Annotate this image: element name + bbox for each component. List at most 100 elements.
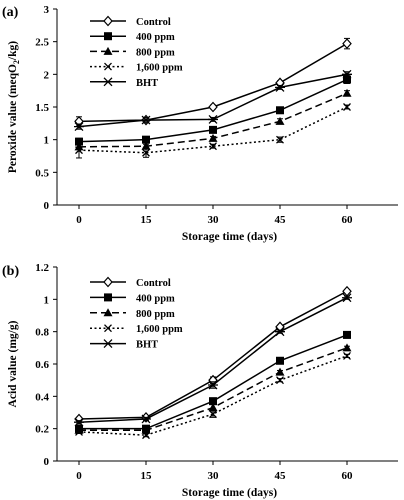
y-tick-label: 0 <box>44 200 50 212</box>
y-tick-label: 3 <box>44 4 50 16</box>
data-point <box>75 427 83 436</box>
y-axis-title-main: Peroxide value (meqO <box>7 64 19 173</box>
x-tick-label: 60 <box>342 214 354 226</box>
data-point <box>276 135 284 144</box>
legend-label: Control <box>136 278 171 289</box>
legend-label: 800 ppm <box>136 47 175 58</box>
data-point <box>275 116 285 125</box>
data-point <box>276 376 284 385</box>
data-point <box>343 351 351 360</box>
data-point <box>343 75 351 84</box>
y-axis-title: Acid value (mg/g) <box>7 320 19 407</box>
series-400-ppm <box>75 75 351 146</box>
legend-marker <box>103 308 113 317</box>
panel-label: (b) <box>2 264 19 279</box>
y-tick-label: 0.5 <box>35 167 49 179</box>
data-point <box>343 330 351 339</box>
data-point <box>209 142 217 151</box>
data-point <box>208 133 218 142</box>
y-axis-title-main: Acid value (mg/g) <box>7 320 19 407</box>
data-point <box>342 293 352 303</box>
y-tick-label: 1.2 <box>35 262 49 274</box>
y-tick-label: 0.6 <box>35 359 49 371</box>
x-axis-title: Storage time (days) <box>182 231 277 243</box>
data-point <box>142 431 150 440</box>
x-axis-title: Storage time (days) <box>182 487 277 499</box>
legend-label: 400 ppm <box>136 32 175 43</box>
data-point <box>208 101 218 113</box>
data-point <box>343 103 351 111</box>
x-tick-label: 0 <box>76 470 82 482</box>
data-point <box>209 125 217 134</box>
y-tick-label: 2.5 <box>35 37 49 49</box>
x-tick-label: 30 <box>208 470 220 482</box>
data-point <box>342 38 352 50</box>
y-tick-label: 1 <box>44 294 50 306</box>
data-point <box>142 148 150 157</box>
series-800-ppm <box>74 88 352 151</box>
panel-label: (a) <box>2 5 19 20</box>
legend-label: 800 ppm <box>136 309 175 320</box>
data-point <box>208 403 218 412</box>
y-tick-label: 0.4 <box>35 391 49 403</box>
x-tick-label: 0 <box>76 214 82 226</box>
data-point <box>275 367 285 376</box>
legend-label: BHT <box>136 78 158 89</box>
legend-marker <box>103 339 113 349</box>
chart-panel-b: (b) 0 0.2 0.4 0.6 0.8 1 1.2 0 15 30 45 60 Storage tim… <box>2 262 398 499</box>
legend-marker <box>103 77 113 87</box>
series-line <box>78 355 348 436</box>
legend-marker <box>104 293 112 302</box>
data-point <box>276 356 284 365</box>
data-point <box>75 146 83 155</box>
y-tick-label: 0.8 <box>35 327 49 339</box>
legend-marker <box>103 15 113 27</box>
x-tick-label: 30 <box>208 214 220 226</box>
data-point <box>141 414 151 424</box>
data-point <box>275 82 285 92</box>
series-line <box>78 106 348 154</box>
legend: Control 400 ppm 800 ppm 1,600 ppm BHT <box>90 15 183 89</box>
data-point <box>342 69 352 79</box>
y-tick-label: 0 <box>44 456 50 468</box>
data-point <box>275 327 285 337</box>
series-bht <box>74 293 352 427</box>
legend-marker <box>103 276 113 288</box>
data-point <box>208 380 218 390</box>
legend-marker <box>104 32 112 41</box>
data-point <box>74 417 84 427</box>
y-tick-label: 0.2 <box>35 424 49 436</box>
y-tick-label: 1 <box>44 135 50 147</box>
legend-label: 1,600 ppm <box>136 63 183 74</box>
data-point <box>209 397 217 406</box>
legend-label: 1,600 ppm <box>136 324 183 335</box>
y-axis-title: Peroxide value (meqO2/kg) <box>7 41 21 173</box>
x-tick-label: 60 <box>342 470 354 482</box>
data-point <box>74 122 84 132</box>
x-tick-label: 45 <box>275 214 287 226</box>
data-point <box>208 114 218 124</box>
legend-label: Control <box>136 17 171 28</box>
data-point <box>141 115 151 125</box>
series-bht <box>74 69 352 132</box>
y-tick-label: 2 <box>44 69 50 81</box>
data-point <box>342 343 352 352</box>
x-tick-label: 15 <box>141 214 153 226</box>
data-point <box>141 425 151 434</box>
x-tick-label: 15 <box>141 470 153 482</box>
legend-label: BHT <box>136 340 158 351</box>
x-tick-label: 45 <box>275 470 287 482</box>
series-1-600-ppm <box>75 103 351 159</box>
y-tick-label: 1.5 <box>35 102 49 114</box>
y-axis-title-subscript: 2 <box>12 60 21 64</box>
data-point <box>209 410 217 419</box>
data-point <box>142 135 150 144</box>
y-axis-title-unit: /kg) <box>7 41 19 61</box>
data-point <box>342 88 352 97</box>
legend-marker <box>104 62 112 71</box>
legend-marker <box>104 324 112 333</box>
data-point <box>276 106 284 115</box>
legend-marker <box>103 46 113 55</box>
